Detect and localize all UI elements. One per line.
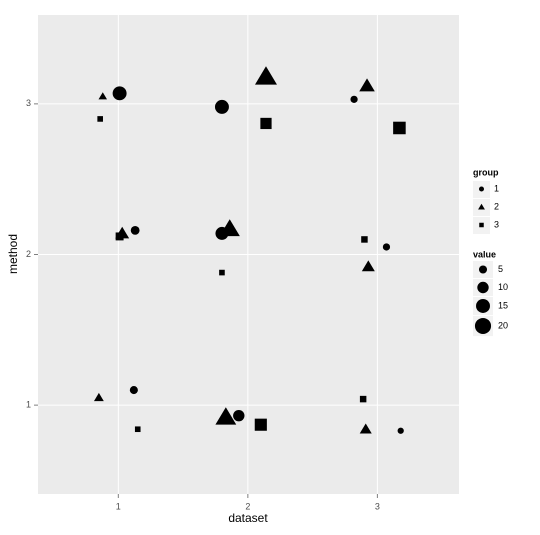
x-tick-label: 3	[375, 501, 380, 511]
point	[393, 121, 406, 135]
point	[350, 95, 358, 103]
point	[260, 117, 272, 130]
point	[115, 232, 124, 241]
point	[97, 116, 103, 122]
point	[359, 395, 367, 403]
legend-label: 20	[498, 320, 508, 330]
point	[93, 392, 104, 402]
point	[214, 99, 229, 114]
legend-label: 2	[494, 201, 499, 211]
legend-label: 15	[498, 300, 508, 310]
point	[361, 260, 375, 272]
y-tick-label: 2	[26, 249, 31, 259]
legend-key	[478, 265, 488, 274]
point	[254, 66, 277, 85]
point	[359, 78, 375, 92]
x-axis-label: dataset	[228, 511, 268, 525]
legend-key	[474, 317, 492, 335]
point	[134, 426, 141, 433]
point	[254, 418, 267, 431]
x-tick-label: 2	[245, 501, 250, 511]
legend-key	[477, 281, 489, 294]
legend-label: 1	[494, 183, 499, 193]
point	[130, 225, 140, 235]
legend-label: 10	[498, 282, 508, 292]
y-tick-label: 3	[26, 98, 31, 108]
point	[98, 92, 108, 100]
point	[478, 203, 485, 210]
point	[233, 409, 245, 422]
point	[359, 423, 372, 434]
point	[361, 236, 368, 243]
legend-label: 3	[494, 219, 499, 229]
point	[397, 427, 404, 434]
point	[219, 269, 225, 276]
point	[382, 243, 391, 251]
y-tick-label: 1	[26, 400, 31, 410]
point	[129, 386, 138, 395]
point	[479, 222, 484, 228]
point	[215, 407, 237, 425]
point	[479, 186, 484, 192]
legend-label: 5	[498, 264, 503, 274]
legend-key	[476, 299, 490, 313]
y-axis-label: method	[6, 234, 20, 274]
x-tick-label: 1	[116, 501, 121, 511]
legend-title: value	[473, 249, 496, 259]
point	[112, 86, 127, 101]
legend-title: group	[473, 167, 499, 177]
point	[219, 219, 240, 237]
